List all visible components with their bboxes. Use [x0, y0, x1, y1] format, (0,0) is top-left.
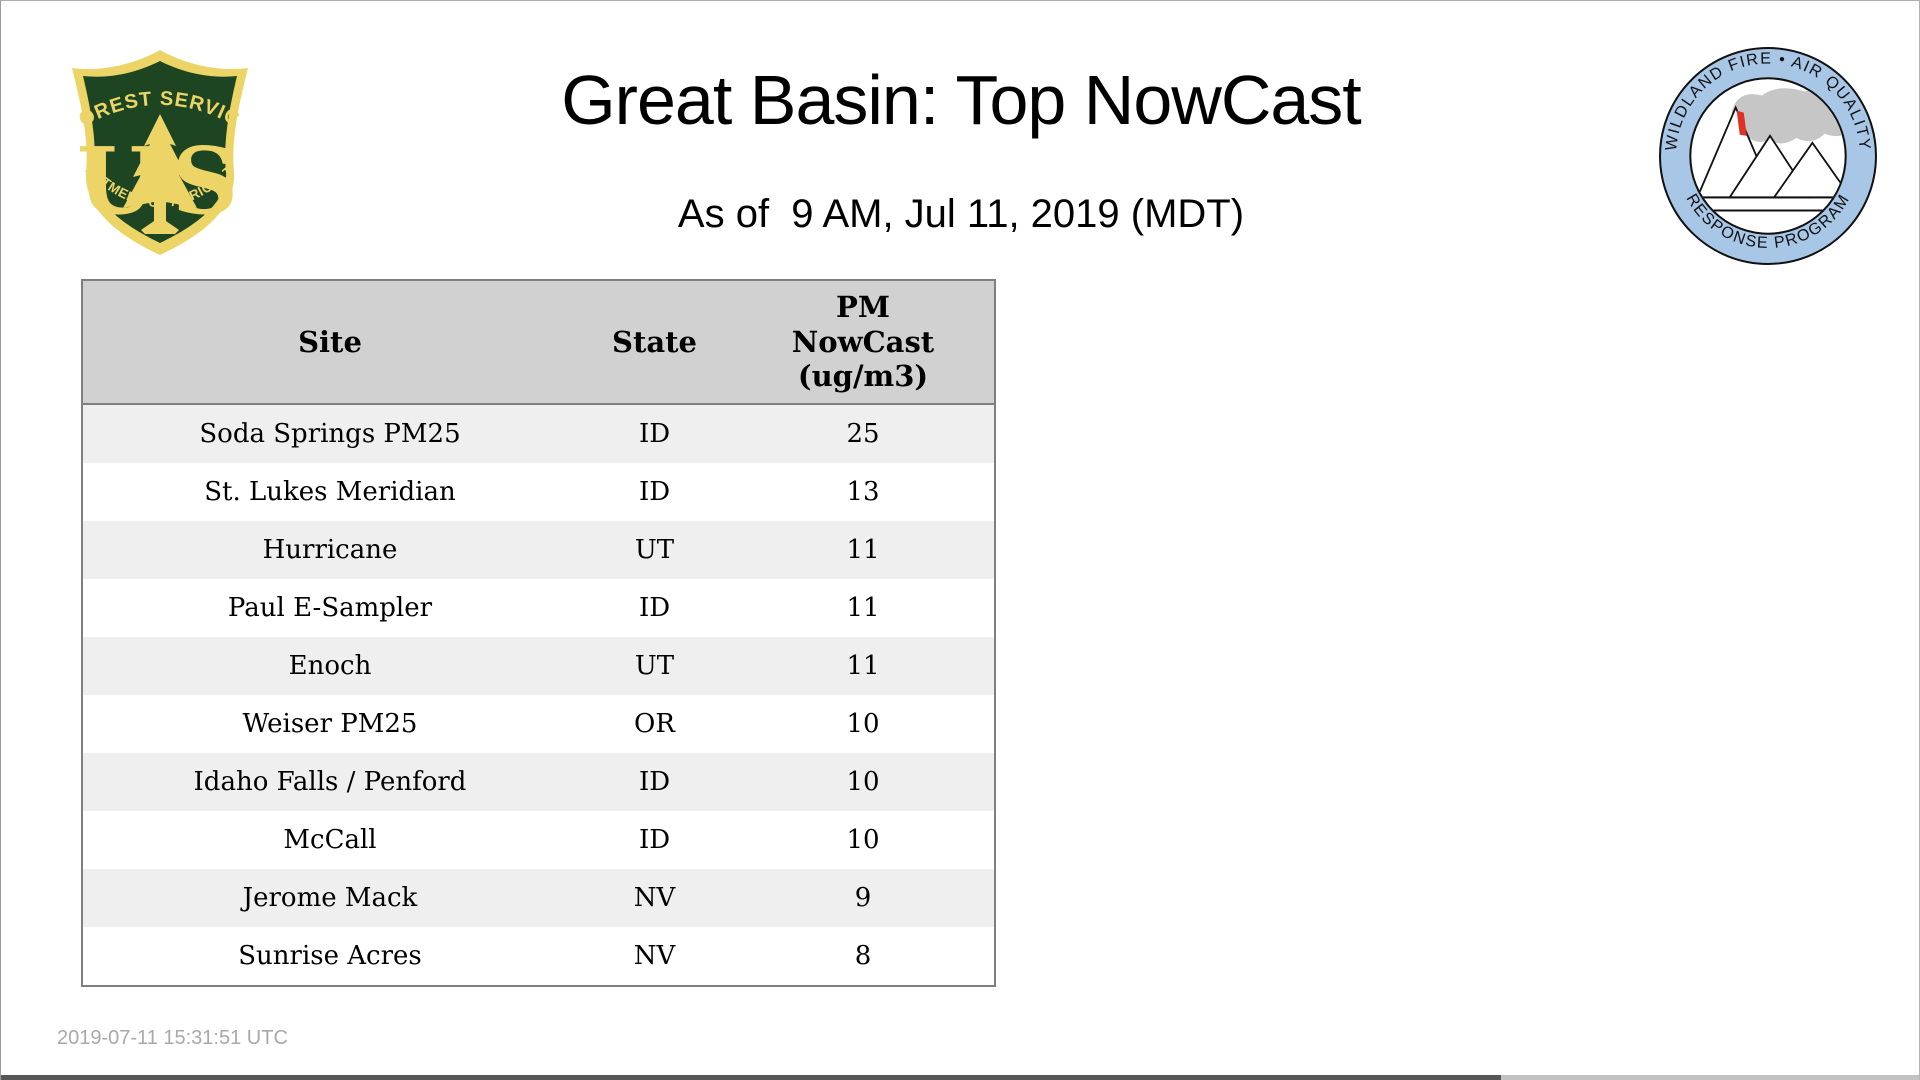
table-row: Enoch UT 11	[82, 637, 995, 695]
pm-header-line3: (ug/m3)	[797, 359, 929, 394]
state-cell: ID	[577, 463, 732, 521]
asof-subtitle: As of 9 AM, Jul 11, 2019 (MDT)	[677, 192, 1245, 236]
table-row: Idaho Falls / Penford ID 10	[82, 753, 995, 811]
fs-letter-s: S	[172, 127, 238, 235]
flame-icon	[1736, 110, 1747, 136]
site-cell: Jerome Mack	[82, 869, 577, 927]
forest-service-logo-icon: FOREST SERVICE U S DEPARTMENT OF AGRICUL…	[65, 45, 248, 255]
table-row: McCall ID 10	[82, 811, 995, 869]
site-cell: Idaho Falls / Penford	[82, 753, 577, 811]
state-cell: ID	[577, 579, 732, 637]
value-cell: 10	[732, 811, 995, 869]
table-row: Soda Springs PM25 ID 25	[82, 404, 995, 463]
value-cell: 8	[732, 927, 995, 986]
site-cell: Paul E-Sampler	[82, 579, 577, 637]
site-cell: St. Lukes Meridian	[82, 463, 577, 521]
pine-tree-icon	[123, 114, 197, 234]
nowcast-table: Site State PM NowCast (ug/m3) Soda Sprin…	[81, 279, 996, 987]
site-cell: Weiser PM25	[82, 695, 577, 753]
table-row: St. Lukes Meridian ID 13	[82, 463, 995, 521]
col-header-state: State	[577, 280, 732, 405]
state-cell: NV	[577, 869, 732, 927]
table-row: Sunrise Acres NV 8	[82, 927, 995, 986]
state-cell: OR	[577, 695, 732, 753]
scrollbar-thumb[interactable]	[1, 1075, 1501, 1080]
value-cell: 10	[732, 753, 995, 811]
table-row: Weiser PM25 OR 10	[82, 695, 995, 753]
col-header-site: Site	[82, 280, 577, 405]
value-cell: 25	[732, 404, 995, 463]
state-cell: ID	[577, 404, 732, 463]
horizontal-scrollbar[interactable]	[1, 1075, 1919, 1080]
page-title: Great Basin: Top NowCast	[561, 61, 1362, 139]
value-cell: 13	[732, 463, 995, 521]
state-cell: UT	[577, 521, 732, 579]
state-cell: NV	[577, 927, 732, 986]
site-cell: Hurricane	[82, 521, 577, 579]
table-row: Hurricane UT 11	[82, 521, 995, 579]
table-row: Jerome Mack NV 9	[82, 869, 995, 927]
pm-header-line1: PM	[836, 289, 890, 324]
state-cell: ID	[577, 811, 732, 869]
site-cell: Soda Springs PM25	[82, 404, 577, 463]
value-cell: 11	[732, 579, 995, 637]
header-row: Site State PM NowCast (ug/m3)	[82, 280, 995, 405]
value-cell: 11	[732, 521, 995, 579]
site-cell: Sunrise Acres	[82, 927, 577, 986]
value-cell: 11	[732, 637, 995, 695]
state-cell: UT	[577, 637, 732, 695]
table-row: Paul E-Sampler ID 11	[82, 579, 995, 637]
value-cell: 10	[732, 695, 995, 753]
site-cell: Enoch	[82, 637, 577, 695]
value-cell: 9	[732, 869, 995, 927]
site-cell: McCall	[82, 811, 577, 869]
col-header-pm-nowcast: PM NowCast (ug/m3)	[732, 280, 995, 405]
state-cell: ID	[577, 753, 732, 811]
wfaqrp-logo-icon: WILDLAND FIRE • AIR QUALITY RESPONSE PRO…	[1659, 47, 1877, 265]
generation-timestamp: 2019-07-11 15:31:51 UTC	[57, 1027, 288, 1049]
pm-header-line2: NowCast	[791, 324, 935, 359]
